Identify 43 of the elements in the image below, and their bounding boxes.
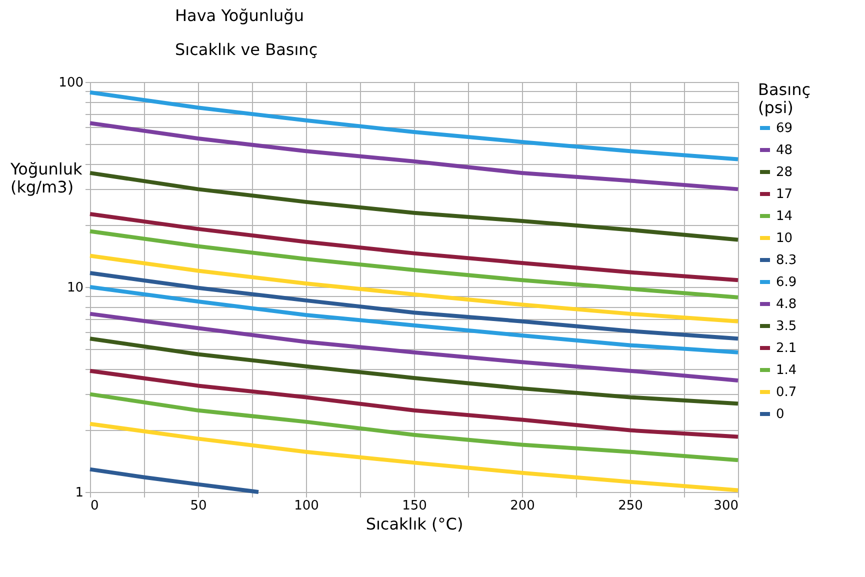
legend-title: Basınç (psi) [758,80,810,117]
y-axis-title: Yoğunluk (kg/m3) [10,160,83,196]
legend-label: 3.5 [776,319,797,334]
x-tick-label: 150 [402,498,427,514]
legend-label: 0.7 [776,385,797,400]
legend-label: 10 [776,231,793,246]
line-series [88,336,740,406]
legend-label: 1.4 [776,363,797,378]
x-tick-label: 250 [618,498,643,514]
legend-label: 6.9 [776,275,797,290]
y-tick-label: 100 [58,76,84,90]
line-series [88,271,740,341]
x-axis-title: Sıcaklık (°C) [366,514,464,534]
line-series [88,467,260,494]
legend-label: 28 [776,165,793,180]
line-series [88,368,740,439]
line-series [88,170,740,242]
y-tick-label: 10 [66,280,84,296]
legend-label: 0 [776,407,784,422]
legend-label: 8.3 [776,253,797,268]
legend-label: 48 [776,143,793,158]
x-tick-label: 100 [294,498,319,514]
x-tick-label: 300 [714,498,738,514]
chart-title: Hava Yoğunluğu [175,6,304,25]
line-series [88,392,740,462]
chart-subtitle: Sıcaklık ve Basınç [175,40,318,59]
x-tick-label: 50 [190,498,207,514]
line-series [88,90,740,162]
line-series [88,285,740,354]
legend-label: 2.1 [776,341,797,356]
line-series [88,312,740,382]
line-series [88,229,740,300]
line-series [88,121,740,192]
legend-label: 17 [776,187,793,202]
x-tick-label: 200 [510,498,535,514]
legend-label: 14 [776,209,793,224]
line-series [88,254,740,324]
legend-label: 4.8 [776,297,797,312]
y-tick-label: 1 [75,486,84,500]
x-tick-label: 0 [90,498,99,514]
legend-label: 69 [776,121,793,136]
line-series [88,422,740,492]
line-series [88,212,740,282]
